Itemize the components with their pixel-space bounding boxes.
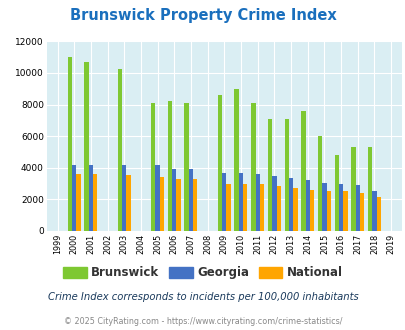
Bar bbox=[271, 177, 276, 231]
Bar bbox=[89, 165, 93, 231]
Bar bbox=[188, 169, 193, 231]
Bar bbox=[176, 179, 180, 231]
Bar bbox=[305, 180, 309, 231]
Bar bbox=[160, 177, 164, 231]
Bar bbox=[276, 186, 280, 231]
Bar bbox=[359, 193, 363, 231]
Bar bbox=[322, 183, 326, 231]
Bar bbox=[72, 165, 76, 231]
Bar bbox=[355, 185, 359, 231]
Bar bbox=[84, 62, 89, 231]
Bar bbox=[309, 190, 313, 231]
Bar bbox=[234, 89, 238, 231]
Bar bbox=[267, 119, 271, 231]
Bar bbox=[193, 179, 197, 231]
Bar bbox=[238, 173, 243, 231]
Bar bbox=[334, 155, 338, 231]
Bar bbox=[68, 57, 72, 231]
Bar bbox=[151, 103, 155, 231]
Bar bbox=[172, 169, 176, 231]
Bar bbox=[126, 175, 130, 231]
Bar bbox=[350, 147, 355, 231]
Bar bbox=[117, 69, 122, 231]
Bar bbox=[167, 101, 172, 231]
Text: © 2025 CityRating.com - https://www.cityrating.com/crime-statistics/: © 2025 CityRating.com - https://www.city… bbox=[64, 317, 341, 326]
Bar bbox=[342, 191, 347, 231]
Bar bbox=[288, 178, 292, 231]
Bar bbox=[93, 174, 97, 231]
Bar bbox=[255, 174, 259, 231]
Bar bbox=[251, 103, 255, 231]
Bar bbox=[367, 147, 371, 231]
Bar bbox=[76, 174, 81, 231]
Bar bbox=[155, 165, 160, 231]
Bar bbox=[292, 188, 297, 231]
Text: Crime Index corresponds to incidents per 100,000 inhabitants: Crime Index corresponds to incidents per… bbox=[47, 292, 358, 302]
Bar bbox=[184, 103, 188, 231]
Bar bbox=[259, 184, 264, 231]
Bar bbox=[301, 111, 305, 231]
Bar bbox=[338, 183, 342, 231]
Text: Brunswick Property Crime Index: Brunswick Property Crime Index bbox=[69, 8, 336, 23]
Bar bbox=[222, 173, 226, 231]
Bar bbox=[217, 95, 222, 231]
Bar bbox=[371, 191, 376, 231]
Bar bbox=[284, 119, 288, 231]
Bar bbox=[317, 136, 322, 231]
Bar bbox=[226, 183, 230, 231]
Bar bbox=[376, 197, 380, 231]
Bar bbox=[243, 184, 247, 231]
Legend: Brunswick, Georgia, National: Brunswick, Georgia, National bbox=[58, 262, 347, 284]
Bar bbox=[122, 165, 126, 231]
Bar bbox=[326, 191, 330, 231]
